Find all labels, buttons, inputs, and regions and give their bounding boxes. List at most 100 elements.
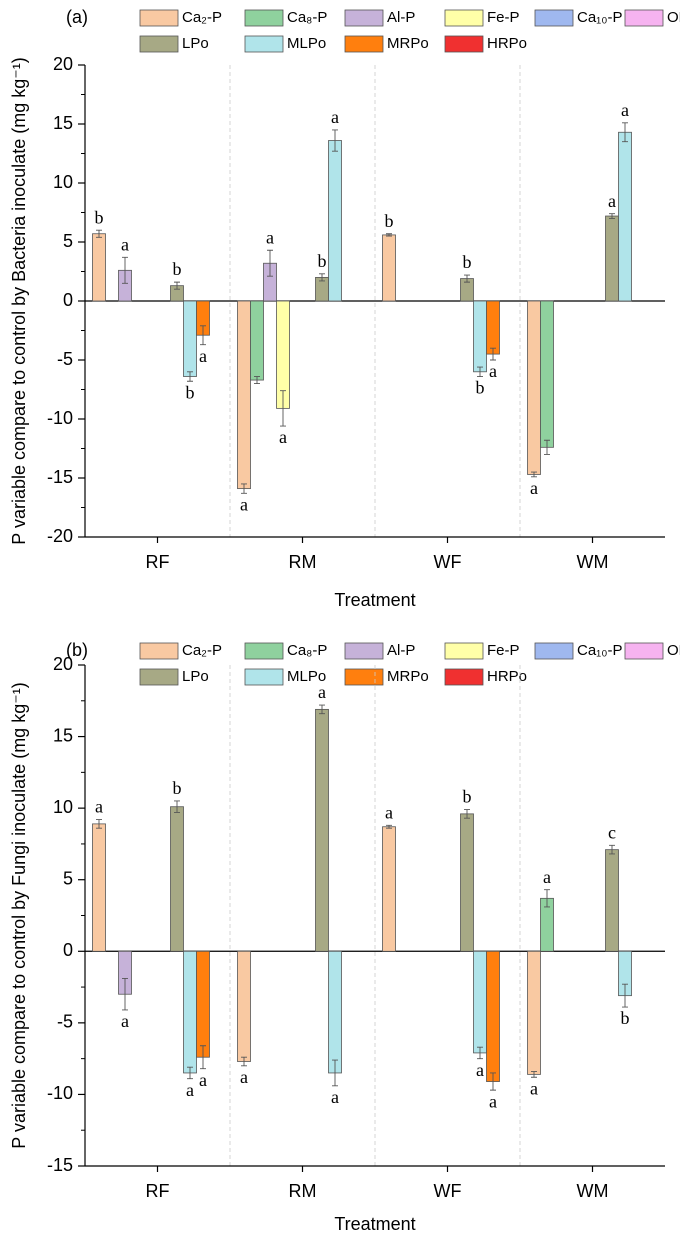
y-tick-label: 0: [63, 940, 73, 960]
significance-letter: a: [121, 234, 129, 254]
significance-letter: a: [240, 1067, 248, 1087]
bar: [473, 300, 487, 373]
x-tick-label: RF: [146, 1181, 170, 1201]
y-tick-label: 15: [53, 725, 73, 745]
error-bar: [386, 233, 392, 237]
bar: [460, 813, 474, 952]
legend-swatch: [534, 642, 574, 660]
y-tick-label: -5: [57, 349, 73, 369]
error-bar: [187, 371, 193, 382]
significance-letter: a: [240, 494, 248, 514]
x-tick-label: RF: [146, 552, 170, 572]
y-tick-label: 20: [53, 54, 73, 74]
significance-letter: a: [331, 107, 339, 127]
legend-label: Al-P: [387, 642, 415, 659]
y-tick-label: -15: [47, 467, 73, 487]
legend-swatch: [344, 642, 384, 660]
error-bar: [490, 1072, 496, 1091]
bar: [527, 950, 541, 1075]
significance-letter: b: [621, 1008, 630, 1028]
legend-label: HRPo: [487, 668, 527, 685]
legend-label: Ca₂-P: [182, 642, 222, 659]
error-bar: [319, 704, 325, 715]
error-bar: [122, 978, 128, 1011]
error-bar: [622, 983, 628, 1008]
legend-label: Al-P: [387, 9, 415, 26]
y-tick-label: 0: [63, 290, 73, 310]
significance-letter: b: [463, 787, 472, 807]
error-bar: [477, 1046, 483, 1060]
significance-letter: b: [186, 382, 195, 402]
y-tick-label: 5: [63, 231, 73, 251]
bar: [486, 300, 500, 355]
bar: [92, 823, 106, 952]
error-bar: [531, 471, 537, 478]
legend-swatch: [624, 642, 664, 660]
x-tick-label: WF: [434, 552, 462, 572]
error-bar: [319, 273, 325, 282]
bar: [183, 950, 197, 1074]
bar: [473, 950, 487, 1054]
bar: [486, 950, 500, 1082]
significance-letter: a: [543, 867, 551, 887]
significance-letter: a: [489, 1091, 497, 1111]
error-bar: [622, 122, 628, 143]
legend-swatch: [139, 9, 179, 27]
significance-letter: a: [331, 1087, 339, 1107]
significance-letter: c: [608, 822, 616, 842]
error-bar: [531, 1071, 537, 1078]
significance-letter: a: [318, 682, 326, 702]
y-tick-label: -15: [47, 1155, 73, 1175]
y-tick-label: -10: [47, 1083, 73, 1103]
significance-letter: a: [95, 797, 103, 817]
error-bar: [200, 1045, 206, 1070]
y-tick-label: 20: [53, 654, 73, 674]
error-bar: [96, 229, 102, 238]
x-axis-label: Treatment: [334, 590, 415, 610]
legend-swatch: [444, 668, 484, 686]
panel-title: (a): [66, 7, 88, 27]
legend-label: Fe-P: [487, 9, 520, 26]
bar: [237, 300, 251, 490]
legend-label: OP: [667, 642, 680, 659]
error-bar: [464, 809, 470, 819]
bar: [183, 300, 197, 377]
significance-letter: b: [463, 252, 472, 272]
bar: [382, 234, 396, 302]
significance-letter: a: [530, 1078, 538, 1098]
error-bar: [174, 281, 180, 290]
legend-swatch: [344, 9, 384, 27]
legend-label: Ca₁₀-P: [577, 9, 622, 26]
error-bar: [332, 1059, 338, 1087]
x-tick-label: RM: [289, 552, 317, 572]
significance-letter: b: [95, 207, 104, 227]
x-tick-label: RM: [289, 1181, 317, 1201]
panel-title: (b): [66, 640, 88, 660]
bar: [328, 140, 342, 302]
significance-letter: a: [199, 1070, 207, 1090]
significance-letter: a: [530, 478, 538, 498]
bar: [527, 300, 541, 475]
error-bar: [280, 390, 286, 427]
legend-swatch: [344, 35, 384, 53]
error-bar: [174, 800, 180, 813]
legend-label: Fe-P: [487, 642, 520, 659]
legend-swatch: [534, 9, 574, 27]
y-tick-label: 15: [53, 113, 73, 133]
legend-swatch: [244, 642, 284, 660]
legend-label: Ca₈-P: [287, 642, 327, 659]
y-tick-label: -10: [47, 408, 73, 428]
x-axis-label: Treatment: [334, 1214, 415, 1234]
legend-label: MLPo: [287, 668, 326, 685]
legend-label: OP: [667, 9, 680, 26]
legend-swatch: [444, 35, 484, 53]
significance-letter: a: [186, 1080, 194, 1100]
legend-swatch: [444, 642, 484, 660]
legend-swatch: [139, 642, 179, 660]
y-axis-label: P variable compare to control by Fungi i…: [9, 682, 29, 1148]
bar: [540, 300, 554, 448]
bar: [196, 950, 210, 1058]
error-bar: [332, 129, 338, 152]
